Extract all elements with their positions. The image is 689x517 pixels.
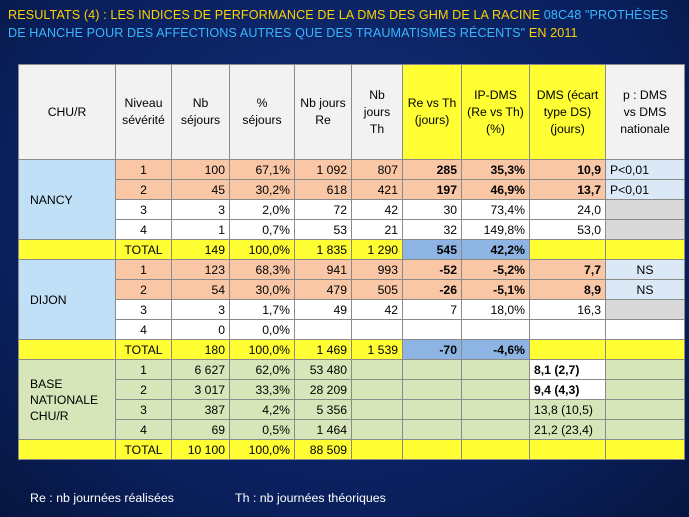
table-row: 2 45 30,2% 618 421 197 46,9% 13,7 P<0,01 bbox=[19, 179, 685, 200]
table-row: 3 3 2,0% 72 42 30 73,4% 24,0 bbox=[19, 199, 685, 220]
table-row: 4 0 0,0% bbox=[19, 319, 685, 340]
total-row-nancy: TOTAL 149 100,0% 1 835 1 290 545 42,2% bbox=[18, 239, 685, 260]
table-row: 2 3 017 33,3% 28 209 9,4 (4,3) bbox=[19, 379, 685, 400]
header-row: CHU/R Niveau sévérité Nb séjours % séjours … bbox=[18, 64, 685, 160]
title-code: 08C48 "PROTHÈSES DE HANCHE POUR DES AFFE… bbox=[8, 8, 669, 40]
header-dms: DMS (écart type DS) (jours) bbox=[529, 64, 606, 160]
header-p-dms: p : DMS vs DMS nationale bbox=[605, 64, 685, 160]
header-nb-jours-th: Nb jours Th bbox=[351, 64, 403, 160]
header-nb-jours-re: Nb jours Re bbox=[294, 64, 352, 160]
table-row: 3 387 4,2% 5 356 13,8 (10,5) bbox=[19, 399, 685, 420]
footnote-th: Th : nb journées théoriques bbox=[235, 491, 386, 505]
header-pct-sejours: % séjours bbox=[229, 64, 295, 160]
table-row: 3 3 1,7% 49 42 7 18,0% 16,3 bbox=[19, 299, 685, 320]
header-niveau: Niveau sévérité bbox=[115, 64, 172, 160]
table-row: NANCY 1 100 67,1% 1 092 807 285 35,3% 10… bbox=[18, 159, 685, 240]
title-suffix: EN 2011 bbox=[525, 26, 578, 40]
group-base-nationale: BASE NATIONALE CHU/R bbox=[18, 359, 116, 440]
table-row: 4 1 0,7% 53 21 32 149,8% 53,0 bbox=[19, 219, 685, 240]
header-nb-sejours: Nb séjours bbox=[171, 64, 230, 160]
table-row: BASE NATIONALE CHU/R 1 6 627 62,0% 53 480 … bbox=[18, 359, 685, 440]
total-row-dijon: TOTAL 180 100,0% 1 469 1 539 -70 -4,6% bbox=[18, 339, 685, 360]
table-row: 4 69 0,5% 1 464 21,2 (23,4) bbox=[19, 419, 685, 440]
group-dijon: DIJON bbox=[18, 259, 116, 340]
table-row: DIJON 1 123 68,3% 941 993 -52 -5,2% 7,7 … bbox=[18, 259, 685, 340]
footnote-re: Re : nb journées réalisées bbox=[30, 491, 174, 505]
group-nancy: NANCY bbox=[18, 159, 116, 240]
title-prefix: RESULTATS (4) : LES INDICES DE PERFORMAN… bbox=[8, 8, 544, 22]
total-row-base: TOTAL 10 100 100,0% 88 509 bbox=[18, 439, 685, 460]
table-row: 2 54 30,0% 479 505 -26 -5,1% 8,9 NS bbox=[19, 279, 685, 300]
slide-title: RESULTATS (4) : LES INDICES DE PERFORMAN… bbox=[8, 6, 683, 42]
performance-table: CHU/R Niveau sévérité Nb séjours % séjours … bbox=[18, 64, 685, 460]
header-ip-dms: IP-DMS (Re vs Th) (%) bbox=[461, 64, 530, 160]
header-chu: CHU/R bbox=[18, 64, 116, 160]
header-re-vs-th: Re vs Th (jours) bbox=[402, 64, 462, 160]
